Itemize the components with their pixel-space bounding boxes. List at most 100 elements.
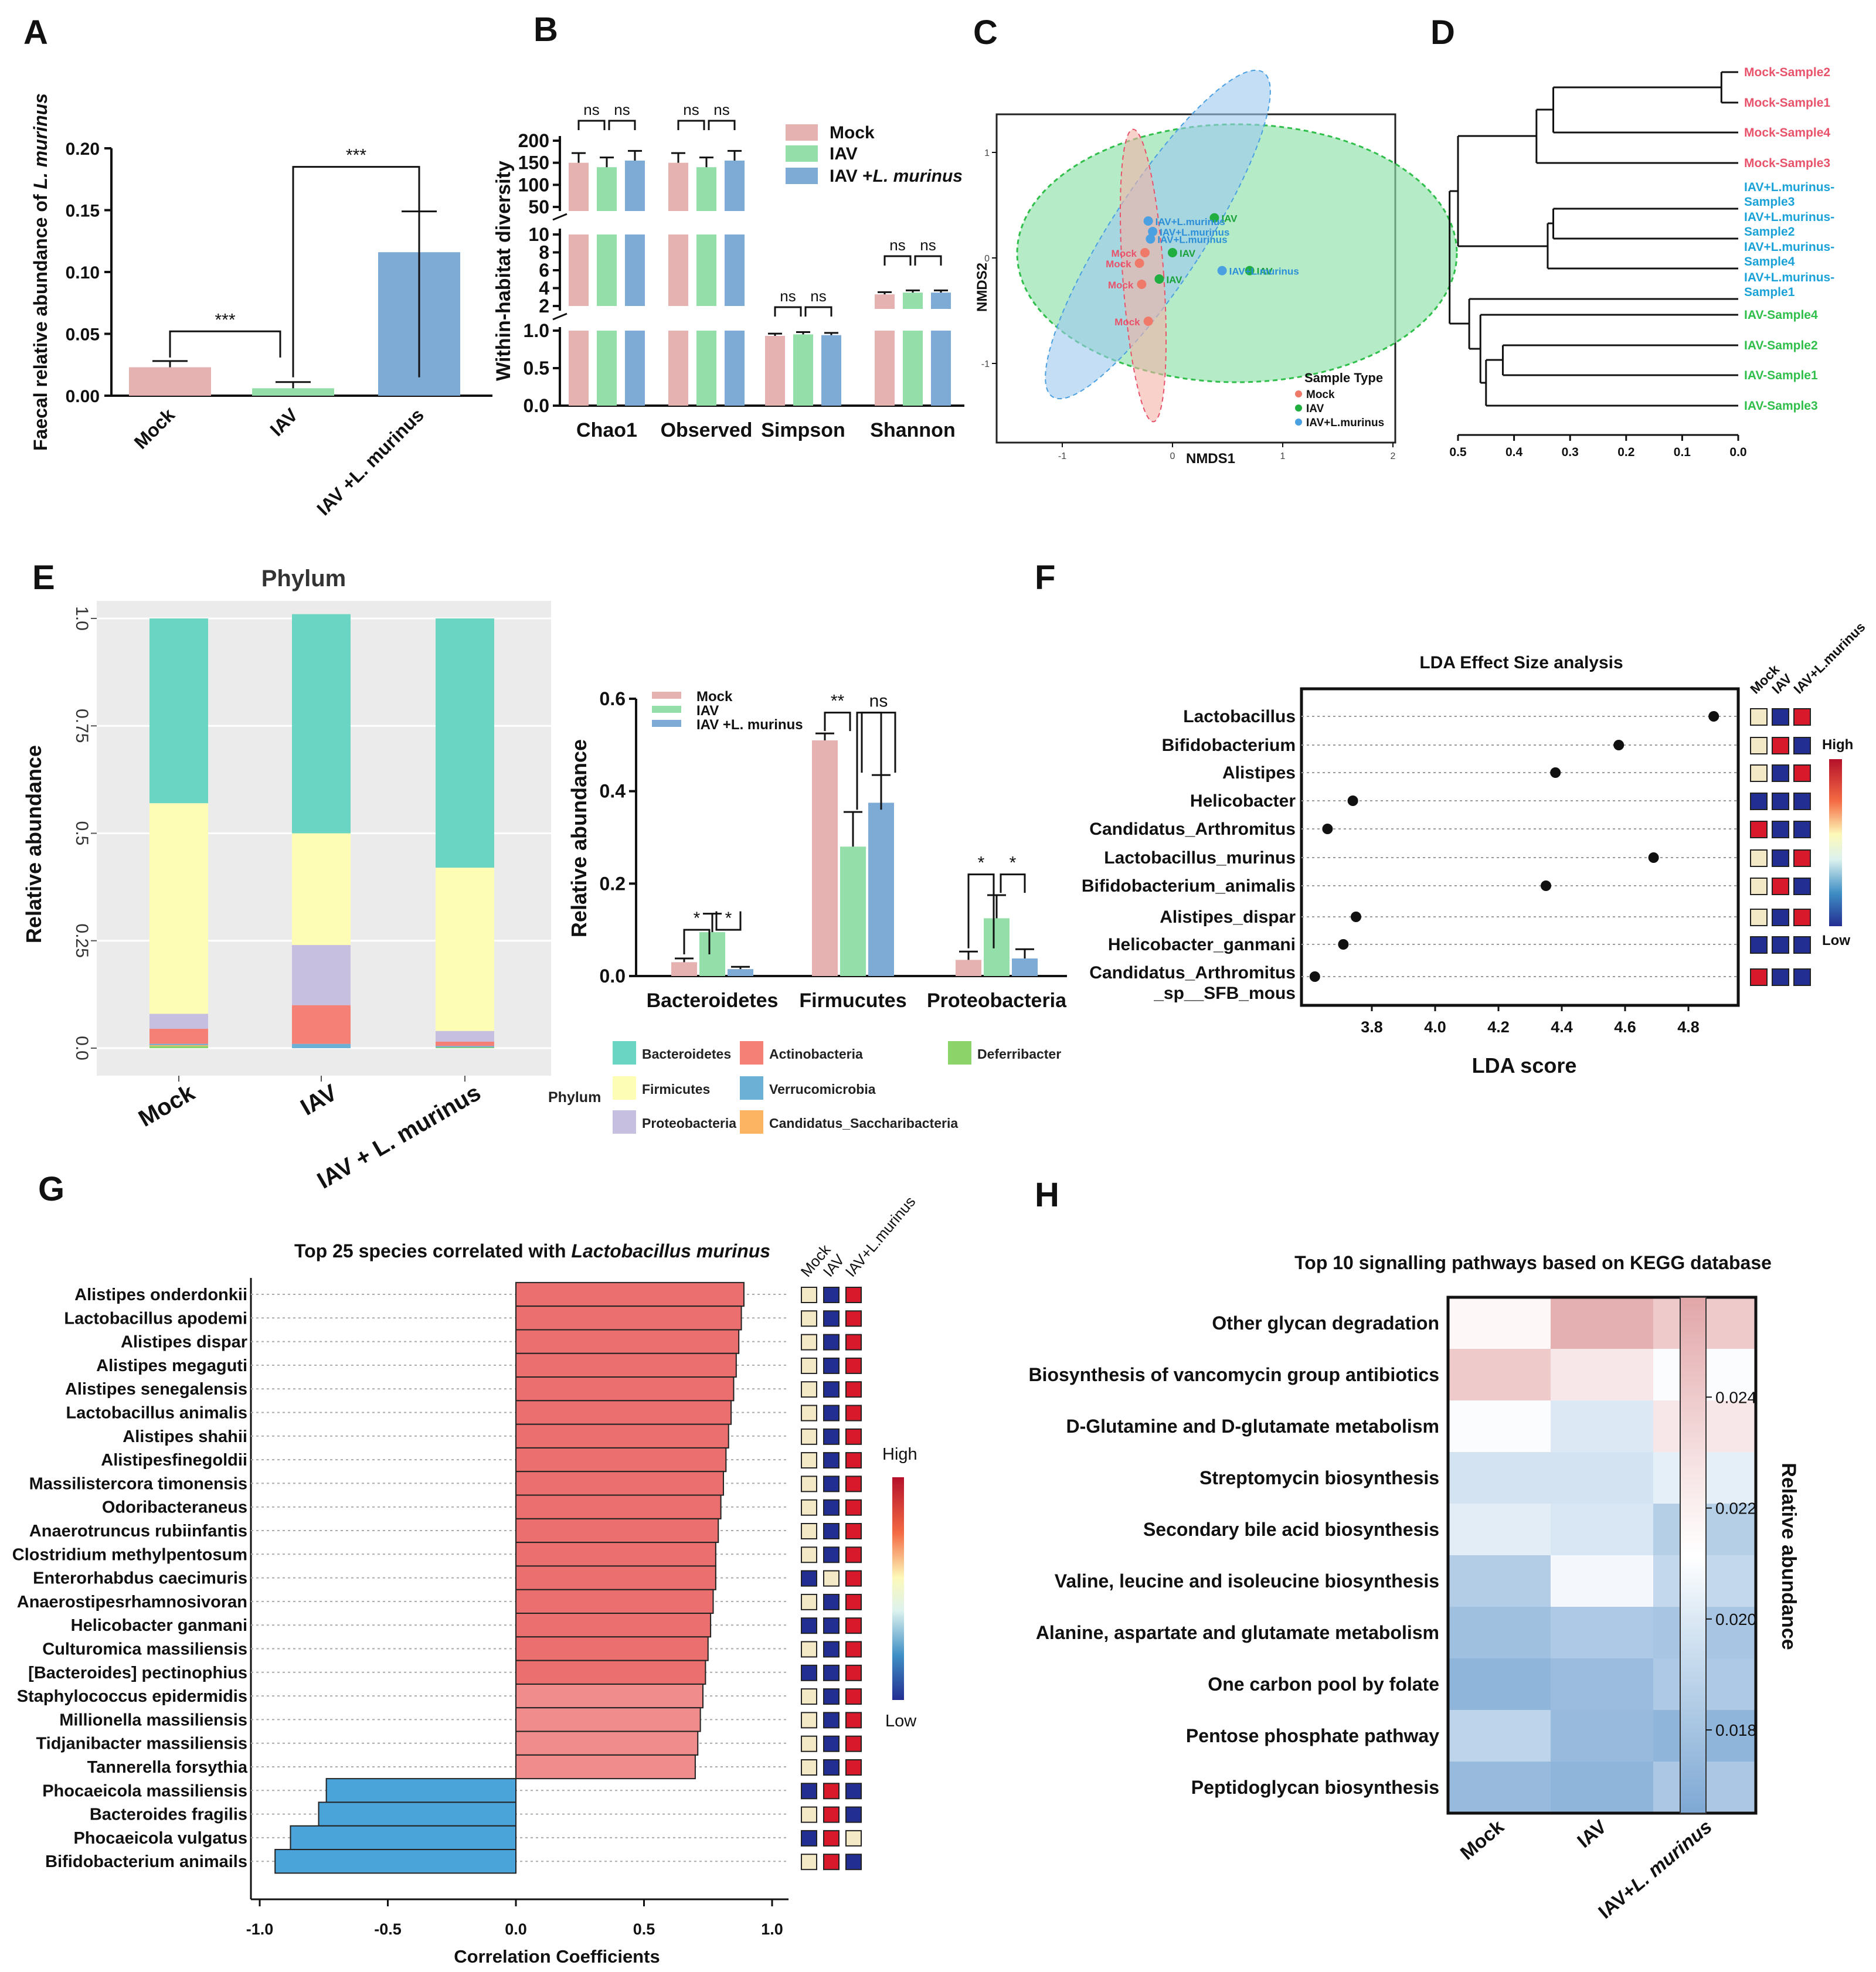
bar-segment bbox=[625, 234, 645, 306]
taxon-label: Helicobacter_ganmani bbox=[1108, 935, 1296, 954]
bar bbox=[699, 932, 725, 976]
x-category-label: IAV + L. murinus bbox=[313, 1080, 485, 1194]
heat-cell bbox=[845, 1287, 862, 1303]
heat-cell bbox=[823, 1499, 840, 1516]
correlation-bar bbox=[515, 1494, 722, 1519]
species-label: Culturomica massiliensis bbox=[42, 1640, 247, 1659]
leaf-label-part: IAV+L.murinus- bbox=[1744, 240, 1834, 254]
legend-label: IAV bbox=[696, 703, 719, 719]
x-tick-label: 1.0 bbox=[761, 1920, 783, 1938]
correlation-bar bbox=[515, 1754, 696, 1780]
species-label: Staphylococcus epidermidis bbox=[17, 1687, 247, 1706]
heat-cell bbox=[1793, 793, 1811, 810]
x-tick-label: 4.4 bbox=[1551, 1018, 1573, 1036]
panel-d-dendrogram: Mock-Sample2 Mock-Sample1 Mock-Sample4 Mock… bbox=[1449, 66, 1834, 459]
bar bbox=[812, 740, 838, 976]
stack-segment-bacteroidetes bbox=[149, 618, 208, 804]
y-tick-label: 0.5 bbox=[524, 358, 549, 379]
heat-cell bbox=[1772, 968, 1789, 986]
bar-segment bbox=[625, 160, 645, 211]
x-category-label: IAV bbox=[296, 1080, 341, 1121]
bar-iav bbox=[252, 388, 334, 396]
taxon-label: Helicobacter bbox=[1190, 791, 1296, 811]
correlation-bar bbox=[318, 1801, 516, 1827]
heat-cell bbox=[845, 1523, 862, 1539]
correlation-bar bbox=[515, 1352, 737, 1378]
stack-segment-actinobacteria bbox=[149, 1029, 208, 1044]
x-group-label: Firmucutes bbox=[799, 990, 906, 1012]
bar bbox=[793, 334, 813, 406]
heat-cell bbox=[823, 1546, 840, 1563]
x-tick-label: 0.0 bbox=[505, 1920, 527, 1938]
point-label: Mock bbox=[1108, 280, 1134, 291]
heatmap-cell bbox=[1448, 1555, 1551, 1607]
color-scale-low: Low bbox=[885, 1712, 917, 1730]
point-label: IAV+L.murinus bbox=[1229, 266, 1299, 277]
bar-segment bbox=[725, 234, 745, 306]
y-tick-label: 0.25 bbox=[72, 924, 91, 958]
heatmap-cell bbox=[1448, 1762, 1551, 1813]
y-axis-label-text: Faecal relative abundance of bbox=[30, 189, 51, 451]
point-label: IAV bbox=[1166, 274, 1182, 285]
heat-cell bbox=[823, 1617, 840, 1634]
y-tick-label: 0.6 bbox=[600, 688, 626, 709]
legend-label: Candidatus_Saccharibacteria bbox=[769, 1116, 958, 1131]
species-label: Phocaeicola massiliensis bbox=[42, 1781, 247, 1800]
heat-cell bbox=[845, 1664, 862, 1681]
panel-letter-b: B bbox=[533, 11, 558, 49]
correlation-bar bbox=[515, 1518, 719, 1543]
y-tick-label: 6 bbox=[539, 260, 549, 281]
heat-cell bbox=[801, 1830, 817, 1847]
heat-cell bbox=[1772, 909, 1789, 926]
leaf-label: IAV+L.murinus-Sample1 bbox=[1744, 271, 1834, 299]
sig-bracket bbox=[683, 929, 711, 954]
heat-cell bbox=[1772, 878, 1789, 895]
stack-segment-firmicutes bbox=[436, 868, 494, 1031]
heat-cell bbox=[1750, 968, 1768, 986]
heat-cell bbox=[823, 1664, 840, 1681]
heat-cell bbox=[1772, 764, 1789, 782]
stack-segment-verrucomicrobia bbox=[292, 1043, 351, 1048]
heat-cell bbox=[845, 1854, 862, 1871]
y-tick-label: 150 bbox=[518, 152, 549, 174]
x-tick-label: 4.0 bbox=[1424, 1018, 1446, 1036]
color-scale-high: High bbox=[882, 1445, 917, 1464]
heatmap-cell bbox=[1551, 1555, 1653, 1607]
heatmap-cell bbox=[1448, 1658, 1551, 1710]
x-tick-label: 0.5 bbox=[633, 1920, 655, 1938]
y-tick-label: 0 bbox=[984, 254, 990, 264]
x-group-label: Chao1 bbox=[576, 419, 637, 441]
sig-label: * bbox=[978, 854, 985, 873]
correlation-bar bbox=[515, 1423, 729, 1449]
legend-swatch bbox=[613, 1041, 636, 1065]
heat-cell bbox=[823, 1783, 840, 1800]
stack-segment-deferribacteres bbox=[149, 1046, 208, 1048]
panel-letter-d: D bbox=[1430, 13, 1455, 52]
correlation-bar bbox=[325, 1778, 516, 1803]
correlation-bar bbox=[515, 1305, 742, 1331]
x-tick-label: -0.5 bbox=[374, 1920, 402, 1938]
stack-segment-proteobacteria bbox=[436, 1031, 494, 1042]
stack-segment-actinobacteria bbox=[436, 1042, 494, 1046]
legend-swatch bbox=[740, 1076, 763, 1100]
leaf-label: Mock-Sample2 bbox=[1744, 66, 1830, 79]
stack-segment-proteobacteria bbox=[292, 945, 351, 1005]
heat-cell bbox=[845, 1357, 862, 1374]
heatmap-cell bbox=[1551, 1452, 1653, 1504]
heat-cell bbox=[1793, 909, 1811, 926]
x-group-label: Proteobacteria bbox=[927, 990, 1067, 1012]
heat-cell bbox=[801, 1499, 817, 1516]
bar-mock bbox=[129, 367, 211, 396]
heat-cell bbox=[801, 1523, 817, 1539]
colorbar-label: Relative abundance bbox=[1778, 1463, 1800, 1650]
data-point bbox=[1140, 248, 1150, 257]
data-point bbox=[1137, 280, 1147, 289]
panel-letters: A B C D E F G H bbox=[23, 11, 1455, 1214]
legend-swatch bbox=[786, 168, 818, 184]
y-tick-label: 50 bbox=[528, 196, 549, 217]
y-tick-label: 0.0 bbox=[72, 1036, 91, 1060]
bar-segment bbox=[903, 331, 923, 406]
heat-cell bbox=[801, 1287, 817, 1303]
legend-label: Deferribacter bbox=[977, 1046, 1061, 1062]
